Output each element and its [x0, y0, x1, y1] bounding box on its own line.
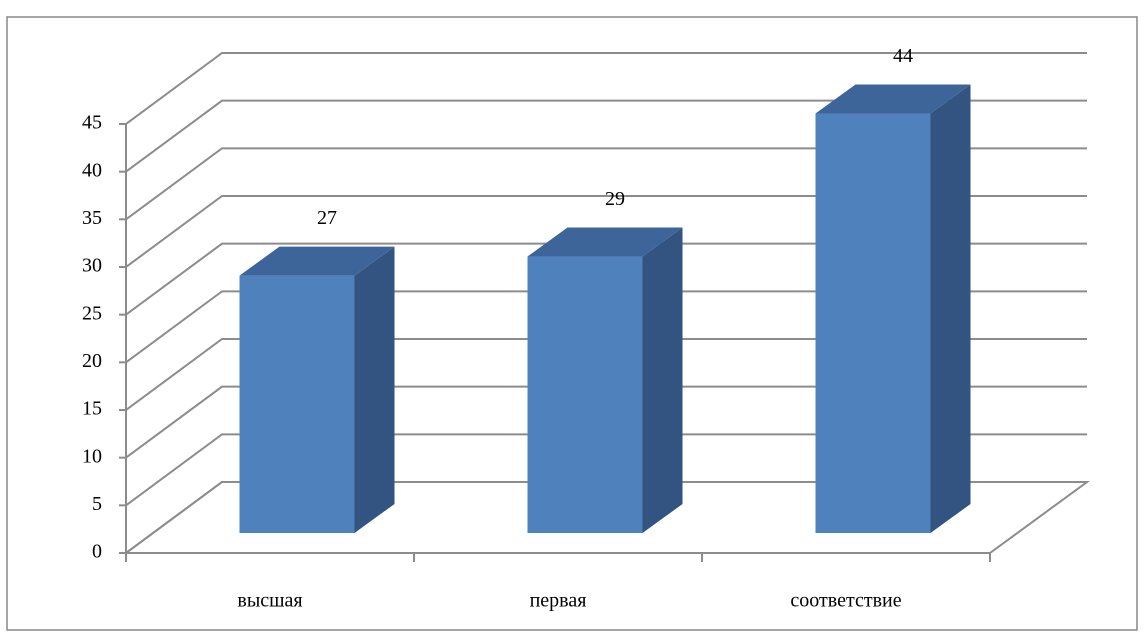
data-label: 29	[605, 188, 625, 210]
grid-line	[125, 242, 1087, 316]
y-tick-label: 30	[82, 255, 102, 277]
x-tick-label: первая	[530, 590, 587, 612]
grid-line	[125, 99, 1087, 173]
grid-line	[125, 52, 1087, 125]
grid-line	[125, 147, 1087, 221]
grid-line	[125, 433, 1087, 507]
x-tick-label: соответствие	[790, 590, 901, 612]
y-tick-label: 25	[82, 302, 102, 324]
y-tick-label: 15	[82, 398, 102, 420]
y-tick-label: 45	[82, 112, 102, 134]
bar-top	[239, 246, 395, 276]
y-tick-label: 5	[92, 493, 102, 515]
data-label: 27	[317, 207, 337, 229]
bar	[527, 256, 643, 533]
bar	[815, 113, 931, 534]
y-tick-label: 35	[82, 207, 102, 229]
bar	[239, 275, 355, 533]
data-label: 44	[893, 45, 913, 67]
grid-line	[125, 290, 1087, 364]
y-tick-label: 0	[92, 541, 102, 563]
grid-line	[125, 195, 1087, 268]
bar-side	[354, 246, 395, 533]
y-tick-label: 10	[82, 445, 102, 467]
y-tick-label: 40	[82, 159, 102, 181]
grid-line	[125, 385, 1087, 459]
bar-side	[930, 84, 971, 534]
grid-line	[125, 338, 1087, 411]
grid-line	[125, 481, 1087, 554]
bar-top	[527, 227, 683, 257]
x-tick-label: высшая	[237, 590, 302, 612]
y-tick-label: 20	[82, 350, 102, 372]
bar-top	[815, 84, 971, 114]
bar-side	[642, 227, 683, 534]
